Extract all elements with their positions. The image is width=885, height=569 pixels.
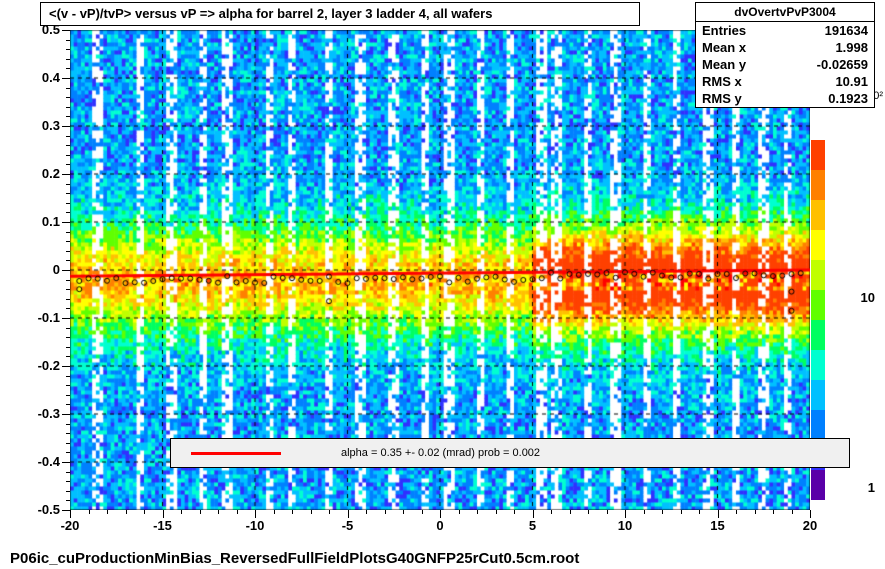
stats-meanx-value: 1.998 [835,40,868,55]
y-tick-label: 0 [20,262,60,277]
x-tick-label: -15 [153,518,172,533]
x-tick-label: 5 [529,518,536,533]
x-tick-label: -20 [61,518,80,533]
y-tick-label: -0.3 [20,406,60,421]
colorbar-tick: 10 [861,290,875,305]
colorbar-tick: 1 [868,480,875,495]
stats-meany-value: -0.02659 [817,57,868,72]
stats-rmsy-value: 0.1923 [828,91,868,106]
x-tick-label: 10 [618,518,632,533]
y-tick-label: 0.2 [20,166,60,181]
stats-entries-label: Entries [702,23,746,38]
stats-name: dvOvertvPvP3004 [696,3,874,22]
y-tick-label: -0.2 [20,358,60,373]
fit-legend: alpha = 0.35 +- 0.02 (mrad) prob = 0.002 [170,438,850,468]
x-tick-label: -5 [342,518,354,533]
y-axis: -0.5-0.4-0.3-0.2-0.100.10.20.30.40.5 [20,30,70,510]
footer-filename: P06ic_cuProductionMinBias_ReversedFullFi… [10,550,579,567]
stats-meanx-label: Mean x [702,40,746,55]
legend-line [191,452,281,455]
stats-rmsx-label: RMS x [702,74,742,89]
y-tick-label: 0.1 [20,214,60,229]
x-axis: -20-15-10-505101520 [70,510,810,540]
x-tick-label: 15 [710,518,724,533]
y-tick-label: -0.4 [20,454,60,469]
stats-entries-value: 191634 [825,23,868,38]
x-tick-label: -10 [246,518,265,533]
legend-text: alpha = 0.35 +- 0.02 (mrad) prob = 0.002 [341,447,540,459]
stats-box: dvOvertvPvP3004 Entries 191634 Mean x 1.99… [695,2,875,108]
stats-rmsy-label: RMS y [702,91,742,106]
x-tick-label: 0 [436,518,443,533]
chart-title: <(v - vP)/tvP> versus vP => alpha for ba… [40,2,640,26]
x-tick-label: 20 [803,518,817,533]
stats-rmsx-value: 10.91 [835,74,868,89]
y-tick-label: 0.4 [20,70,60,85]
y-tick-label: -0.5 [20,502,60,517]
stats-meany-label: Mean y [702,57,746,72]
y-tick-label: 0.3 [20,118,60,133]
y-tick-label: -0.1 [20,310,60,325]
